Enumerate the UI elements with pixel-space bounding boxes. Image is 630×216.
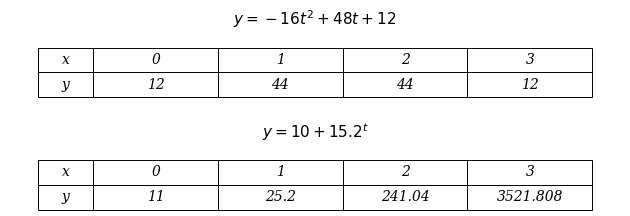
Bar — [467, 160, 592, 185]
Bar — [93, 48, 218, 72]
Text: 241.04: 241.04 — [381, 190, 430, 204]
Bar — [467, 185, 592, 210]
Text: 3: 3 — [525, 53, 534, 67]
Text: $y = -16t^2 + 48t + 12$: $y = -16t^2 + 48t + 12$ — [233, 9, 397, 30]
Bar — [218, 160, 343, 185]
Text: 2: 2 — [401, 53, 410, 67]
Text: x: x — [62, 165, 69, 179]
Bar — [93, 72, 218, 97]
Bar — [343, 48, 467, 72]
Bar — [467, 72, 592, 97]
Bar — [218, 72, 343, 97]
Text: 1: 1 — [276, 165, 285, 179]
Bar — [343, 160, 467, 185]
Bar — [38, 72, 93, 97]
Text: 11: 11 — [147, 190, 164, 204]
Bar — [93, 185, 218, 210]
Text: 2: 2 — [401, 165, 410, 179]
Bar — [38, 48, 93, 72]
Bar — [343, 72, 467, 97]
Text: 3: 3 — [525, 165, 534, 179]
Text: 25.2: 25.2 — [265, 190, 296, 204]
Text: x: x — [62, 53, 69, 67]
Text: $y = 10 + 15.2^t$: $y = 10 + 15.2^t$ — [261, 121, 369, 143]
Bar — [93, 160, 218, 185]
Text: 0: 0 — [151, 53, 160, 67]
Text: 0: 0 — [151, 165, 160, 179]
Bar — [343, 185, 467, 210]
Bar — [218, 48, 343, 72]
Text: 3521.808: 3521.808 — [496, 190, 563, 204]
Bar — [218, 185, 343, 210]
Text: y: y — [62, 78, 69, 92]
Text: 44: 44 — [272, 78, 289, 92]
Text: 1: 1 — [276, 53, 285, 67]
Bar — [467, 48, 592, 72]
Text: 12: 12 — [521, 78, 539, 92]
Text: 44: 44 — [396, 78, 414, 92]
Bar — [38, 185, 93, 210]
Text: 12: 12 — [147, 78, 164, 92]
Text: y: y — [62, 190, 69, 204]
Bar — [38, 160, 93, 185]
